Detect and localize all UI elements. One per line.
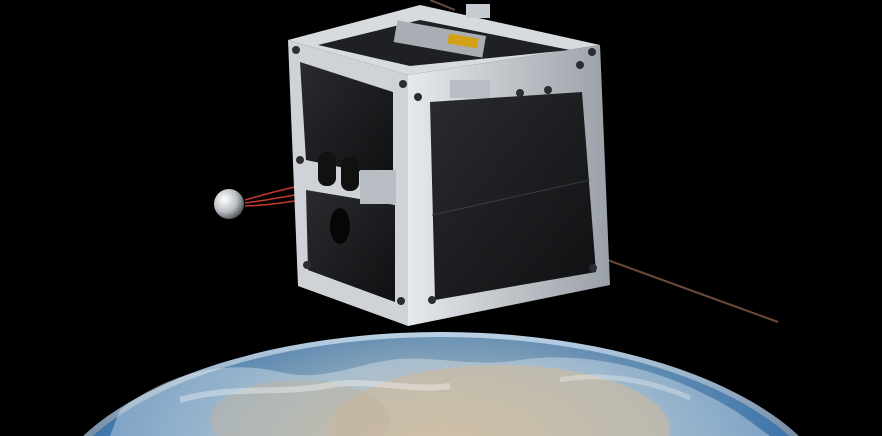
earth-landmass <box>330 365 670 436</box>
screw <box>296 156 304 164</box>
side-bracket <box>360 170 396 204</box>
screw <box>303 261 311 269</box>
screw <box>544 86 552 94</box>
antenna-top <box>429 0 456 11</box>
sensor-probe-ball <box>214 189 244 219</box>
panel-seam <box>431 179 591 216</box>
earth <box>83 332 799 436</box>
earth-cloud-band <box>559 374 692 401</box>
top-antenna-mount <box>466 4 490 18</box>
screw <box>589 264 597 272</box>
antenna-long <box>579 249 779 323</box>
top-gold-connector <box>447 33 479 49</box>
left-face-solar-panel-upper <box>300 62 393 178</box>
screw <box>414 93 422 101</box>
screw <box>576 61 584 69</box>
earth-clouds <box>110 357 770 436</box>
top-component-strip <box>393 20 487 58</box>
screw <box>399 80 407 88</box>
screw <box>428 296 436 304</box>
screw <box>292 46 300 54</box>
front-bracket <box>450 80 490 98</box>
camera-lens <box>330 208 350 244</box>
sensor-port <box>341 157 359 191</box>
earth-landmass-west <box>210 380 390 436</box>
cubesat <box>288 4 610 326</box>
front-face-solar-panel <box>430 92 596 300</box>
sensor-port <box>318 152 336 186</box>
screw <box>588 48 596 56</box>
screw <box>516 89 524 97</box>
earth-cloud-band <box>179 380 451 403</box>
screw <box>397 297 405 305</box>
left-face-solar-panel-lower <box>306 190 395 302</box>
